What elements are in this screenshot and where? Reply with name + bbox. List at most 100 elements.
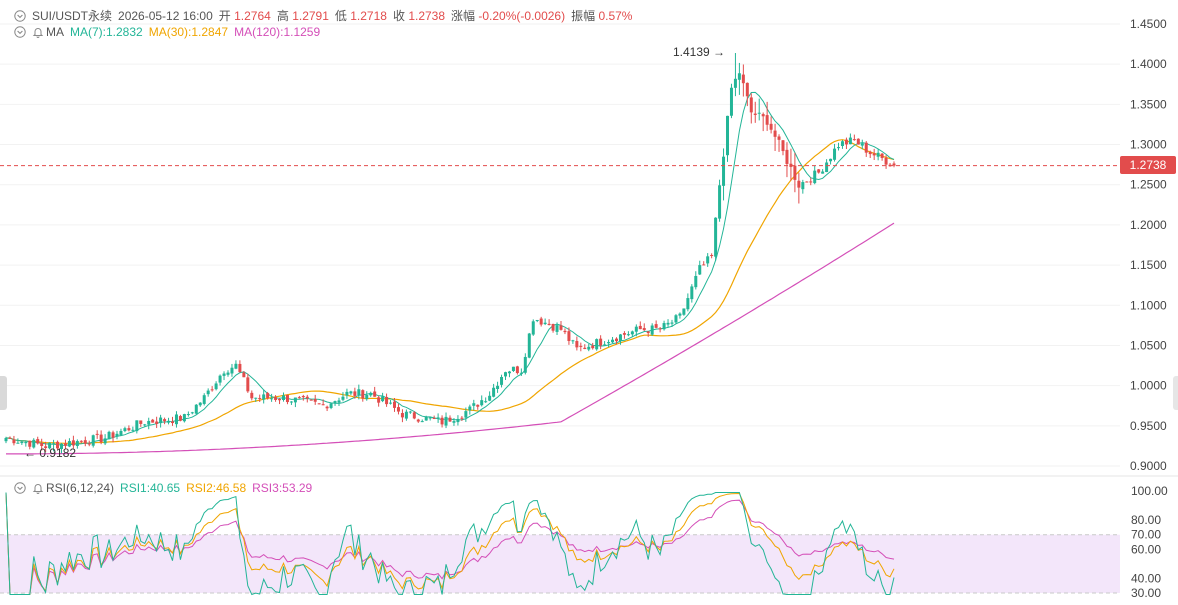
candle-body bbox=[837, 147, 840, 149]
candle-body bbox=[400, 413, 404, 418]
candle-body bbox=[706, 256, 710, 264]
low-label: 低 bbox=[334, 9, 347, 23]
candle-body bbox=[234, 363, 238, 369]
rsi-axis-tick: 30.00 bbox=[1131, 586, 1161, 600]
candle-body bbox=[722, 156, 726, 186]
bell-icon[interactable] bbox=[32, 482, 44, 494]
candle-body bbox=[718, 185, 722, 219]
candle-body bbox=[844, 139, 848, 145]
candle-body bbox=[860, 143, 864, 146]
candle-body bbox=[492, 387, 496, 397]
candle-body bbox=[341, 396, 345, 400]
candle-body bbox=[282, 395, 285, 400]
candle-body bbox=[813, 170, 817, 184]
candle-body bbox=[111, 432, 115, 438]
rsi-axis-tick: 70.00 bbox=[1131, 528, 1161, 542]
candle-body bbox=[884, 157, 888, 165]
candle-body bbox=[618, 334, 622, 342]
candle-body bbox=[293, 397, 297, 403]
candle-body bbox=[381, 396, 385, 402]
ma120-line bbox=[6, 222, 895, 455]
chevron-down-icon[interactable] bbox=[14, 26, 26, 38]
candle-body bbox=[789, 163, 793, 167]
open-label: 开 bbox=[218, 9, 231, 23]
candle-body bbox=[567, 331, 571, 341]
candle-body bbox=[123, 428, 127, 432]
left-scroll-handle[interactable] bbox=[0, 376, 7, 410]
candle-body bbox=[769, 123, 773, 130]
low-value: 1.2718 bbox=[350, 9, 387, 23]
candle-body bbox=[868, 151, 872, 155]
candle-body bbox=[622, 333, 626, 335]
candle-body bbox=[127, 428, 131, 431]
arrow-left-icon: ← bbox=[24, 446, 40, 460]
candle-body bbox=[737, 73, 741, 80]
candle-body bbox=[297, 397, 301, 399]
candle-body bbox=[71, 440, 75, 446]
candle-body bbox=[507, 371, 511, 374]
candle-body bbox=[143, 424, 147, 426]
candle-body bbox=[416, 419, 420, 422]
candle-body bbox=[20, 441, 24, 444]
candle-body bbox=[337, 400, 341, 403]
bell-icon[interactable] bbox=[32, 26, 44, 38]
candle-body bbox=[202, 395, 206, 404]
candle-body bbox=[194, 404, 198, 414]
candle-body bbox=[571, 340, 575, 342]
candle-body bbox=[833, 148, 837, 160]
candle-body bbox=[539, 318, 543, 325]
close-label: 收 bbox=[392, 9, 405, 23]
candle-body bbox=[658, 328, 662, 330]
candle-body bbox=[420, 421, 424, 423]
candle-body bbox=[436, 417, 440, 419]
candle-body bbox=[218, 375, 222, 383]
candle-body bbox=[749, 97, 753, 113]
price-axis-tick: 1.3000 bbox=[1130, 138, 1167, 152]
candle-body bbox=[396, 407, 400, 412]
candle-body bbox=[662, 323, 666, 330]
ma7-value: MA(7):1.2832 bbox=[70, 25, 143, 39]
candle-body bbox=[52, 443, 56, 445]
candle-body bbox=[246, 377, 250, 392]
candle-body bbox=[523, 356, 527, 373]
candle-body bbox=[876, 152, 880, 157]
candle-body bbox=[638, 325, 642, 330]
candle-body bbox=[428, 417, 432, 419]
ma-indicator-name: MA bbox=[46, 25, 64, 39]
chevron-down-icon[interactable] bbox=[14, 482, 26, 494]
price-axis-tick: 1.3500 bbox=[1130, 97, 1167, 111]
chevron-down-icon[interactable] bbox=[14, 9, 26, 22]
candle-body bbox=[448, 417, 452, 422]
candle-body bbox=[880, 153, 884, 158]
candle-body bbox=[230, 367, 234, 374]
candle-body bbox=[345, 391, 349, 396]
candle-body bbox=[801, 182, 805, 190]
candle-body bbox=[115, 433, 119, 437]
candle-body bbox=[500, 376, 504, 385]
candle-body bbox=[389, 402, 393, 404]
candle-body bbox=[4, 437, 8, 442]
candle-body bbox=[44, 446, 48, 448]
candle-body bbox=[8, 437, 12, 439]
candle-body bbox=[591, 345, 595, 349]
candle-body bbox=[171, 421, 174, 424]
candle-body bbox=[254, 397, 258, 399]
right-scroll-handle[interactable] bbox=[1173, 376, 1178, 410]
candle-body bbox=[690, 286, 694, 300]
candle-body bbox=[496, 385, 500, 389]
candle-body bbox=[551, 323, 555, 331]
candle-body bbox=[745, 82, 749, 97]
candle-body bbox=[103, 438, 107, 444]
candle-body bbox=[535, 319, 539, 322]
change-label: 涨幅 bbox=[451, 9, 476, 23]
candle-body bbox=[805, 181, 809, 183]
price-axis-tick: 0.9500 bbox=[1130, 419, 1167, 433]
candle-body bbox=[40, 443, 44, 446]
candle-body bbox=[190, 412, 194, 414]
candle-body bbox=[607, 342, 611, 344]
rsi-axis-tick: 80.00 bbox=[1131, 513, 1161, 527]
candle-body bbox=[95, 433, 99, 435]
rsi-axis-tick: 60.00 bbox=[1131, 542, 1161, 556]
candle-body bbox=[214, 383, 218, 390]
